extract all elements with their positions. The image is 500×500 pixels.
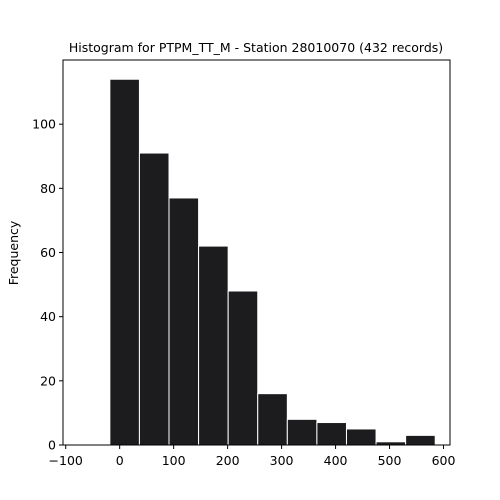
y-tick-label: 60 — [40, 245, 56, 260]
x-tick-label: 300 — [270, 453, 294, 468]
y-axis-label: Frequency — [6, 220, 21, 285]
x-tick-label: 600 — [432, 453, 456, 468]
y-tick-label: 100 — [32, 117, 56, 132]
histogram-bar — [287, 419, 317, 445]
x-tick-label: −100 — [49, 453, 83, 468]
x-tick-label: 500 — [378, 453, 402, 468]
x-tick-label: 0 — [116, 453, 124, 468]
histogram-bar — [346, 429, 376, 445]
x-tick-label: 200 — [216, 453, 240, 468]
y-axis: 0 20 40 60 80 100 — [32, 117, 63, 453]
bars-group — [110, 79, 435, 445]
histogram-bar — [406, 435, 436, 445]
y-tick-label: 80 — [40, 181, 56, 196]
histogram-bar — [139, 153, 169, 445]
histogram-bar — [169, 198, 199, 445]
histogram-bar — [110, 79, 140, 445]
x-tick-label: 100 — [162, 453, 186, 468]
y-tick-label: 40 — [40, 309, 56, 324]
chart-title: Histogram for PTPM_TT_M - Station 280100… — [69, 40, 443, 55]
y-tick-label: 0 — [48, 438, 56, 453]
x-axis: −100 0 100 200 300 400 500 600 — [49, 445, 456, 468]
x-tick-label: 400 — [324, 453, 348, 468]
y-tick-label: 20 — [40, 373, 56, 388]
histogram-bar — [258, 394, 288, 445]
histogram-bar — [317, 423, 347, 445]
histogram-bar — [228, 291, 258, 445]
histogram-bar — [199, 246, 229, 445]
